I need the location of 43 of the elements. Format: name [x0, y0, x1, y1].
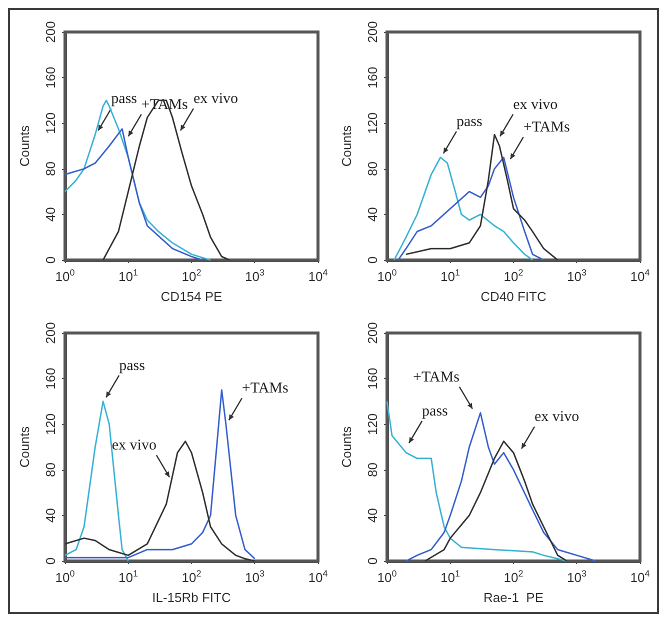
y-tick-label: 160: [43, 368, 58, 390]
y-tick-label: 200: [43, 21, 58, 43]
y-tick-label: 40: [365, 508, 380, 523]
x-axis-title: CD154 PE: [160, 289, 223, 304]
annotation: ex vivo: [513, 96, 558, 113]
y-tick-label: 0: [43, 256, 58, 264]
annotation: ex vivo: [112, 438, 156, 454]
y-tick-label: 80: [43, 462, 58, 478]
annotation: +TAMs: [523, 120, 570, 136]
y-tick-label: 120: [43, 112, 58, 134]
annotation: pass: [119, 358, 146, 374]
y-axis-title: Counts: [17, 426, 32, 468]
y-axis-title: Counts: [339, 124, 354, 167]
x-axis-title: Rae-1 PE: [484, 590, 544, 605]
y-tick-label: 0: [365, 256, 380, 264]
annotation: ex vivo: [193, 91, 238, 108]
y-tick-label: 40: [43, 207, 58, 222]
y-tick-label: 200: [365, 21, 380, 43]
y-tick-label: 40: [43, 508, 58, 523]
y-tick-label: 160: [43, 66, 58, 88]
annotation: ex vivo: [534, 409, 580, 426]
x-axis-title: CD40 FITC: [480, 289, 546, 304]
x-axis-title: IL-15Rb FITC: [152, 590, 231, 605]
y-axis-title: Counts: [339, 426, 354, 468]
y-axis-title: Counts: [17, 124, 32, 167]
y-tick-label: 200: [365, 322, 380, 344]
y-tick-label: 0: [43, 557, 58, 565]
y-tick-label: 120: [365, 413, 380, 436]
annotation: +TAMs: [242, 380, 289, 397]
y-tick-label: 0: [365, 557, 380, 565]
y-tick-label: 40: [365, 207, 380, 222]
annotation: pass: [422, 404, 448, 420]
y-tick-label: 160: [365, 368, 380, 390]
y-tick-label: 80: [365, 162, 380, 176]
y-tick-label: 160: [365, 66, 380, 88]
annotation: pass: [456, 114, 482, 130]
annotation: pass: [111, 91, 138, 108]
y-tick-label: 80: [43, 162, 58, 176]
y-tick-label: 120: [365, 112, 380, 134]
annotation: +TAMs: [412, 369, 460, 386]
y-tick-label: 120: [43, 413, 58, 436]
y-tick-label: 200: [43, 322, 58, 344]
y-tick-label: 80: [365, 462, 380, 478]
